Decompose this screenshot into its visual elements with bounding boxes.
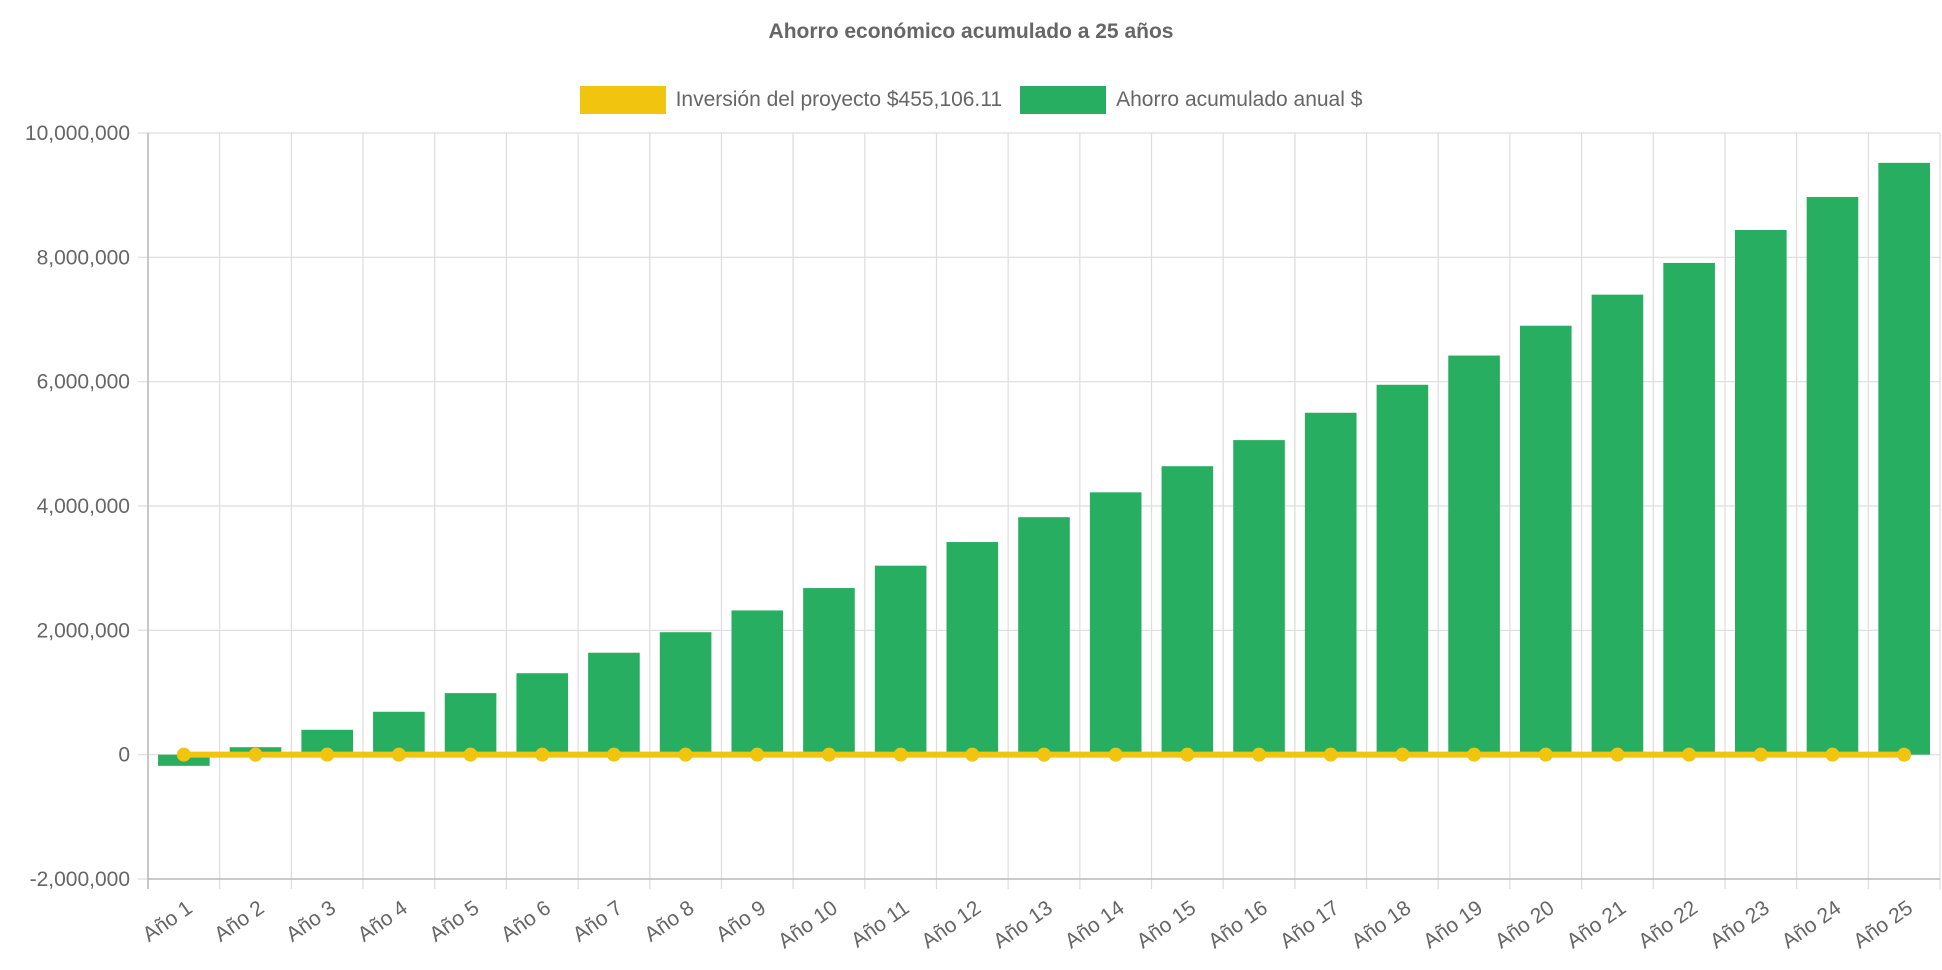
chart-title: Ahorro económico acumulado a 25 años (768, 20, 1174, 43)
investment-point (1753, 747, 1768, 762)
bar (731, 610, 784, 755)
investment-point (750, 747, 765, 762)
bar (946, 542, 999, 755)
bar (516, 673, 569, 755)
investment-point (1395, 747, 1410, 762)
x-tick-label: Año 24 (1778, 896, 1846, 953)
x-tick-label: Año 25 (1849, 896, 1917, 953)
bar (1376, 384, 1429, 755)
x-tick-label: Año 20 (1491, 896, 1559, 953)
y-tick-label: -2,000,000 (30, 868, 130, 891)
bar (659, 632, 712, 755)
legend-swatch-savings (1020, 86, 1107, 114)
investment-point (1252, 747, 1267, 762)
legend-item-savings[interactable]: Ahorro acumulado anual $ (1020, 86, 1362, 114)
bar (1878, 162, 1930, 755)
investment-point (176, 747, 191, 762)
x-tick-label: Año 16 (1204, 896, 1272, 953)
x-tick-label: Año 4 (354, 896, 412, 947)
x-tick-label: Año 21 (1563, 896, 1631, 953)
investment-point (535, 747, 550, 762)
investment-point (821, 747, 836, 762)
legend-item-investment[interactable]: Inversión del proyecto $455,106.11 (579, 86, 1003, 114)
bar (874, 565, 927, 755)
x-tick-label: Año 3 (282, 896, 340, 946)
y-tick-label: 0 (118, 744, 130, 767)
investment-point (606, 747, 621, 762)
x-tick-label: Año 6 (497, 896, 555, 946)
x-tick-label: Año 2 (210, 896, 268, 946)
investment-point (965, 747, 980, 762)
y-tick-label: 8,000,000 (37, 246, 130, 269)
y-tick-label: 4,000,000 (37, 495, 130, 518)
legend-swatch-investment (579, 86, 666, 114)
investment-point (893, 747, 908, 762)
investment-point (1682, 747, 1697, 762)
bar (1233, 440, 1285, 755)
bar (1089, 492, 1142, 755)
bar (803, 588, 855, 755)
x-tick-label: Año 18 (1348, 896, 1416, 953)
bar (588, 652, 640, 755)
x-tick-label: Año 22 (1634, 896, 1702, 953)
investment-point (1467, 747, 1482, 762)
x-tick-label: Año 7 (569, 896, 627, 946)
y-tick-label: 6,000,000 (37, 371, 130, 394)
investment-point (1610, 747, 1625, 762)
investment-point (463, 747, 478, 762)
investment-point (1108, 747, 1123, 762)
bar (1304, 412, 1357, 755)
bar (1519, 325, 1572, 755)
investment-point (248, 747, 263, 762)
x-tick-label: Año 13 (989, 896, 1057, 953)
bar (1591, 294, 1644, 755)
investment-point (1180, 747, 1195, 762)
bar (1448, 355, 1500, 755)
bar (444, 693, 497, 755)
x-tick-label: Año 15 (1133, 896, 1201, 953)
investment-point (391, 747, 406, 762)
x-tick-label: Año 8 (640, 896, 698, 946)
investment-point (1037, 747, 1051, 762)
bar (1734, 229, 1787, 755)
x-tick-label: Año 1 (139, 896, 197, 946)
x-tick-label: Año 17 (1276, 896, 1344, 953)
x-tick-label: Año 11 (847, 896, 913, 952)
y-tick-label: 2,000,000 (37, 619, 130, 642)
x-tick-label: Año 5 (425, 896, 483, 946)
x-tick-label: Año 14 (1061, 896, 1129, 953)
bar (1806, 197, 1859, 755)
investment-point (1538, 747, 1553, 762)
investment-point (320, 747, 335, 762)
x-tick-label: Año 12 (917, 896, 985, 953)
y-tick-label: 10,000,000 (25, 122, 130, 145)
bar (1161, 466, 1214, 755)
legend-label-savings: Ahorro acumulado anual $ (1116, 88, 1363, 111)
bar (1663, 262, 1715, 755)
investment-point (678, 747, 693, 762)
investment-point (1897, 747, 1912, 762)
investment-point (1323, 747, 1338, 762)
x-tick-label: Año 10 (774, 896, 842, 953)
x-tick-label: Año 19 (1419, 896, 1487, 953)
x-tick-label: Año 9 (712, 896, 770, 946)
bar (1018, 517, 1070, 755)
legend: Inversión del proyecto $455,106.11 Ahorr… (0, 86, 1942, 114)
investment-point (1825, 747, 1840, 762)
legend-label-investment: Inversión del proyecto $455,106.11 (675, 88, 1003, 111)
bar (373, 711, 425, 755)
x-tick-label: Año 23 (1706, 896, 1774, 953)
